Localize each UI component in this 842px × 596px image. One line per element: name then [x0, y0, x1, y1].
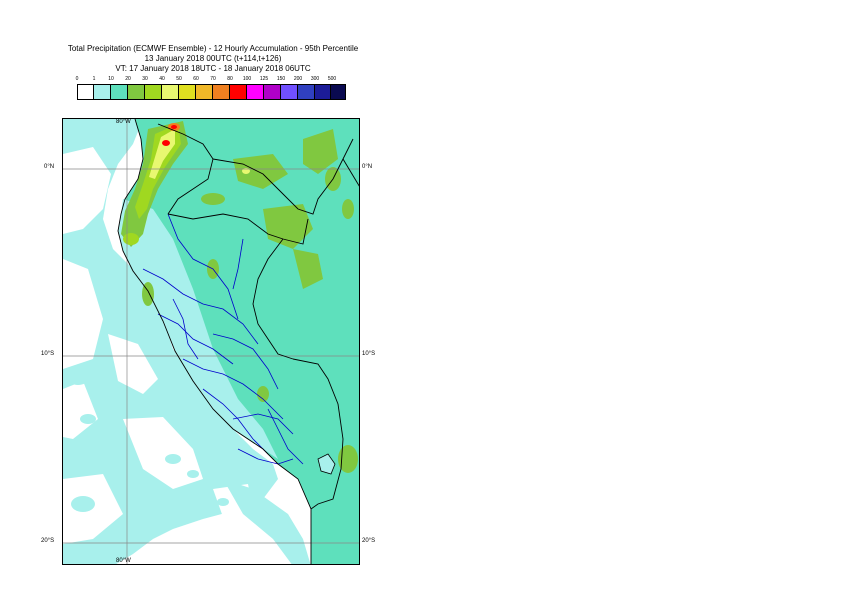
ocean-scattered-precip — [68, 373, 229, 553]
legend-tick-label: 40 — [159, 76, 165, 82]
legend-tick-label: 500 — [327, 76, 337, 82]
legend-tick-label: 1 — [92, 76, 96, 82]
lake-titicaca — [317, 453, 336, 475]
legend-tick-label: 50 — [176, 76, 182, 82]
legend-tick-label: 60 — [193, 76, 199, 82]
legend-tick-label: 70 — [210, 76, 216, 82]
legend-frame — [77, 84, 346, 100]
valid-time: VT: 17 January 2018 18UTC - 18 January 2… — [115, 64, 311, 73]
legend-tick-label: 200 — [293, 76, 303, 82]
legend-tick-label: 300 — [310, 76, 320, 82]
lat-label-10s-left: 10°S — [41, 351, 55, 357]
lat-label-20s-left: 20°S — [41, 538, 55, 544]
legend-tick-label: 30 — [142, 76, 148, 82]
legend-tick-label: 150 — [276, 76, 286, 82]
legend-tick-label: 10 — [108, 76, 114, 82]
legend-tick-label: 100 — [242, 76, 252, 82]
lat-label-20s-right: 20°S — [362, 538, 376, 544]
legend-tick-label: 125 — [259, 76, 269, 82]
ocean-precip-field — [63, 119, 278, 564]
regional-borders — [142, 213, 304, 465]
legend-tick-label: 20 — [125, 76, 131, 82]
lon-label-bottom: 80°W — [116, 558, 131, 564]
lon-label-top: 80°W — [116, 119, 131, 125]
graticule — [63, 119, 359, 564]
map-panel: 80°W 80°W — [62, 118, 360, 565]
ocean-clear-patches — [63, 147, 253, 564]
lat-label-10s-right: 10°S — [362, 351, 376, 357]
heavy-precip-areas — [121, 121, 358, 473]
lat-label-equator-left: 0°N — [44, 164, 55, 170]
base-time: 13 January 2018 00UTC (t+114,t+126) — [144, 54, 282, 63]
precipitation-map — [63, 119, 359, 564]
chart-title: Total Precipitation (ECMWF Ensemble) - 1… — [67, 44, 359, 53]
country-borders — [117, 119, 359, 564]
legend-tick-label: 0 — [75, 76, 79, 82]
lat-label-equator-right: 0°N — [362, 164, 373, 170]
legend-tick-label: 80 — [227, 76, 233, 82]
